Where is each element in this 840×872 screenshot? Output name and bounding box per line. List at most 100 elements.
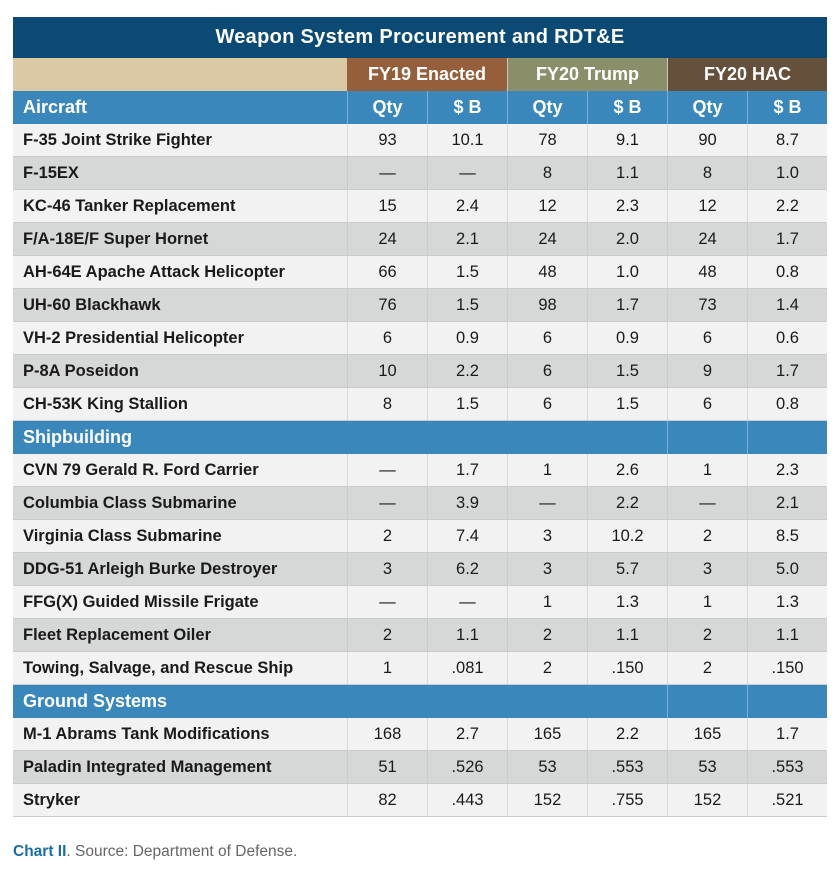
table-body: Aircraft Qty $ B Qty $ B Qty $ B F-35 Joint Str… <box>13 91 827 817</box>
dollars-cell: 2.2 <box>587 718 667 750</box>
system-name: CVN 79 Gerald R. Ford Carrier <box>23 460 259 479</box>
qty-cell: — <box>347 487 427 519</box>
qty-cell: 3 <box>347 553 427 585</box>
system-name: VH-2 Presidential Helicopter <box>23 328 244 347</box>
dollars-cell: .521 <box>747 784 827 816</box>
system-name: CH-53K King Stallion <box>23 394 189 413</box>
dollars-cell: 1.5 <box>587 355 667 387</box>
table-row: AH-64E Apache Attack Helicopter 66 1.5 48 1.… <box>13 256 827 289</box>
dollars-cell: 7.4 <box>427 520 507 552</box>
qty-cell: 48 <box>507 256 587 288</box>
dollars-cell: 1.1 <box>587 619 667 651</box>
dollars-cell: 10.2 <box>587 520 667 552</box>
qty-cell: 6 <box>507 322 587 354</box>
table-row: VH-2 Presidential Helicopter 6 0.9 6 0.9 6 0.6 <box>13 322 827 355</box>
system-name: Columbia Class Submarine <box>23 493 237 512</box>
section-header-cell <box>667 685 747 718</box>
qty-cell: 73 <box>667 289 747 321</box>
dollars-cell: 2.3 <box>747 454 827 486</box>
section-header-cell <box>507 685 587 718</box>
system-name: Towing, Salvage, and Rescue Ship <box>23 658 294 677</box>
procurement-table: Weapon System Procurement and RDT&E FY19… <box>13 17 827 817</box>
qty-cell: 24 <box>347 223 427 255</box>
system-name: UH-60 Blackhawk <box>23 295 161 314</box>
qty-cell: 2 <box>667 619 747 651</box>
qty-cell: 10 <box>347 355 427 387</box>
qty-cell: 8 <box>347 388 427 420</box>
qty-cell: 6 <box>667 388 747 420</box>
caption-label: Chart II <box>13 843 67 860</box>
qty-cell: 24 <box>507 223 587 255</box>
group-header-spacer <box>13 58 347 91</box>
qty-cell: 24 <box>667 223 747 255</box>
section-header-cell <box>587 421 667 454</box>
qty-cell: 3 <box>507 553 587 585</box>
dollars-cell: 1.1 <box>427 619 507 651</box>
dollars-cell: .443 <box>427 784 507 816</box>
qty-cell: — <box>667 487 747 519</box>
dollars-cell: 2.2 <box>747 190 827 222</box>
qty-cell: 8 <box>507 157 587 189</box>
qty-cell: 1 <box>667 586 747 618</box>
group-fy19-enacted: FY19 Enacted <box>347 58 507 91</box>
system-name: Fleet Replacement Oiler <box>23 625 211 644</box>
qty-cell: 2 <box>667 652 747 684</box>
table-row: CVN 79 Gerald R. Ford Carrier —1.7 1 2.6 1 2.… <box>13 454 827 487</box>
dollars-cell: 1.7 <box>587 289 667 321</box>
dollars-cell: 1.3 <box>587 586 667 618</box>
qty-cell: 6 <box>507 388 587 420</box>
dollars-cell: 5.7 <box>587 553 667 585</box>
table-row: F-15EX — —8 1.1 8 1.0 <box>13 157 827 190</box>
qty-cell: 168 <box>347 718 427 750</box>
section-title: Shipbuilding <box>23 427 132 447</box>
section-header-shipbuilding: Shipbuilding <box>13 421 827 454</box>
section-header-cell <box>507 421 587 454</box>
qty-cell: 6 <box>667 322 747 354</box>
qty-cell: 78 <box>507 124 587 156</box>
qty-cell: 2 <box>507 619 587 651</box>
column-header-qty: Qty <box>667 91 747 124</box>
dollars-cell: 1.1 <box>747 619 827 651</box>
system-name: F-35 Joint Strike Fighter <box>23 130 212 149</box>
qty-cell: 90 <box>667 124 747 156</box>
qty-cell: 53 <box>667 751 747 783</box>
table-row: Towing, Salvage, and Rescue Ship 1.081 2.1… <box>13 652 827 685</box>
qty-cell: 66 <box>347 256 427 288</box>
qty-cell: 9 <box>667 355 747 387</box>
dollars-cell: 2.2 <box>587 487 667 519</box>
section-title: Aircraft <box>23 97 88 117</box>
qty-cell: 1 <box>507 586 587 618</box>
qty-cell: 98 <box>507 289 587 321</box>
dollars-cell: 1.7 <box>747 718 827 750</box>
table-row: Virginia Class Submarine 2 7.4 3 10.2 2 8.5 <box>13 520 827 553</box>
section-header-ground-systems: Ground Systems <box>13 685 827 718</box>
dollars-cell: 1.1 <box>587 157 667 189</box>
table-row: KC-46 Tanker Replacement 15 2.4 12 2.3 12 2.2 <box>13 190 827 223</box>
dollars-cell: 2.0 <box>587 223 667 255</box>
dollars-cell: 0.8 <box>747 256 827 288</box>
qty-cell: 12 <box>507 190 587 222</box>
dollars-cell: 2.4 <box>427 190 507 222</box>
table-row: DDG-51 Arleigh Burke Destroyer 3 6.2 3 5.7 3 5… <box>13 553 827 586</box>
dollars-cell: 1.0 <box>587 256 667 288</box>
group-fy20-hac: FY20 HAC <box>667 58 827 91</box>
qty-cell: 12 <box>667 190 747 222</box>
dollars-cell: 1.4 <box>747 289 827 321</box>
qty-cell: — <box>347 157 427 189</box>
system-name: Stryker <box>23 790 80 809</box>
section-header-aircraft: Aircraft Qty $ B Qty $ B Qty $ B <box>13 91 827 124</box>
qty-cell: — <box>347 586 427 618</box>
dollars-cell: 2.1 <box>427 223 507 255</box>
dollars-cell: — <box>427 586 507 618</box>
qty-cell: 51 <box>347 751 427 783</box>
dollars-cell: 0.8 <box>747 388 827 420</box>
qty-cell: 165 <box>507 718 587 750</box>
section-header-cell <box>347 685 427 718</box>
dollars-cell: .553 <box>587 751 667 783</box>
qty-cell: 3 <box>667 553 747 585</box>
qty-cell: 93 <box>347 124 427 156</box>
qty-cell: — <box>507 487 587 519</box>
qty-cell: 76 <box>347 289 427 321</box>
qty-cell: 6 <box>347 322 427 354</box>
dollars-cell: 8.7 <box>747 124 827 156</box>
